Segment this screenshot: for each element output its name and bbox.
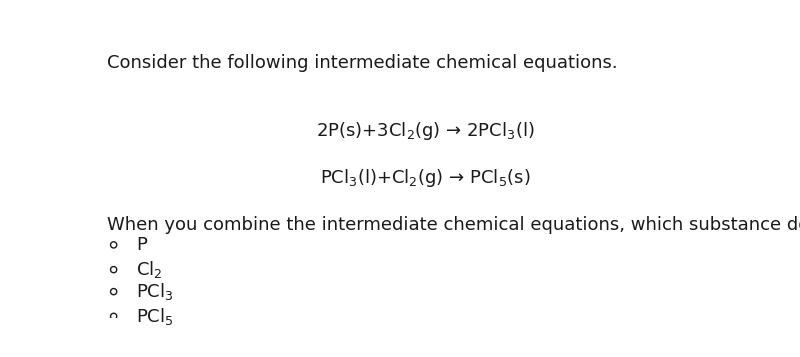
Text: PCl$_5$: PCl$_5$ — [136, 306, 174, 327]
Text: Cl$_2$: Cl$_2$ — [136, 259, 162, 280]
Text: PCl$_3$(l)+Cl$_2$(g) → PCl$_5$(s): PCl$_3$(l)+Cl$_2$(g) → PCl$_5$(s) — [320, 166, 530, 188]
Text: Consider the following intermediate chemical equations.: Consider the following intermediate chem… — [107, 54, 618, 72]
Text: PCl$_3$: PCl$_3$ — [136, 281, 174, 302]
Text: 2P(s)+3Cl$_2$(g) → 2PCl$_3$(l): 2P(s)+3Cl$_2$(g) → 2PCl$_3$(l) — [316, 120, 534, 142]
Text: When you combine the intermediate chemical equations, which substance do you can: When you combine the intermediate chemic… — [107, 216, 800, 234]
Text: P: P — [136, 236, 147, 254]
